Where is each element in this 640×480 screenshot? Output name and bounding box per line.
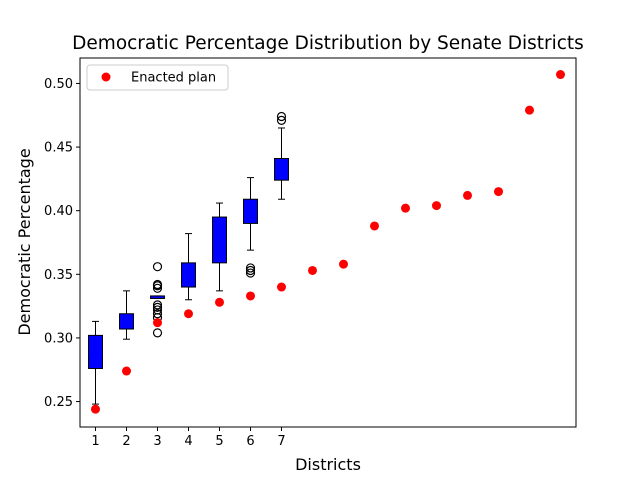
enacted-plan-point: [246, 291, 255, 301]
legend-marker-enacted-plan: [101, 72, 111, 82]
box-body: [181, 262, 196, 288]
x-tick-label: 6: [246, 434, 254, 449]
y-tick-label: 0.35: [44, 268, 73, 283]
box-outlier: [245, 268, 256, 278]
box-body: [243, 198, 258, 224]
box-outlier: [152, 305, 163, 315]
x-tick-label: 1: [91, 434, 99, 449]
chart-title: Democratic Percentage Distribution by Se…: [72, 33, 584, 54]
box-outlier: [276, 115, 287, 125]
axes-frame: [79, 57, 577, 428]
enacted-plan-point: [401, 203, 410, 213]
box-outlier: [245, 265, 256, 276]
box-outlier: [276, 111, 287, 122]
enacted-plan-point: [463, 190, 472, 200]
x-tick-label: 5: [215, 434, 223, 449]
enacted-plan-point: [153, 318, 162, 328]
box-outlier: [152, 309, 163, 319]
legend-label-enacted-plan: Enacted plan: [131, 71, 216, 86]
enacted-plan-point: [184, 309, 193, 319]
y-tick-label: 0.30: [44, 331, 73, 346]
box-body: [274, 158, 289, 181]
enacted-plan-point: [556, 70, 565, 80]
enacted-plan-point: [494, 187, 503, 197]
box-outlier: [152, 300, 163, 310]
box-body: [119, 313, 134, 330]
box-body: [212, 216, 227, 264]
enacted-plan-point: [432, 201, 441, 211]
y-tick-label: 0.50: [44, 77, 73, 92]
y-tick-label: 0.25: [44, 395, 73, 410]
box-outlier: [152, 283, 163, 293]
box-outlier: [152, 328, 163, 338]
enacted-plan-point: [215, 297, 224, 307]
legend: Enacted plan: [86, 64, 229, 91]
enacted-plan-point: [122, 366, 131, 376]
enacted-plan-point: [91, 404, 100, 414]
x-tick-label: 2: [122, 434, 130, 449]
box-outlier: [245, 263, 256, 273]
y-axis-label: Democratic Percentage: [15, 148, 34, 335]
y-tick-label: 0.45: [44, 141, 73, 156]
box-outlier: [152, 279, 163, 290]
enacted-plan-point: [308, 265, 317, 275]
enacted-plan-point: [277, 282, 286, 292]
x-axis-label: Districts: [295, 455, 361, 474]
legend-frame: [86, 64, 229, 91]
enacted-plan-point: [525, 105, 534, 115]
enacted-plan-point: [339, 259, 348, 269]
x-tick-label: 7: [277, 434, 285, 449]
x-tick-label: 4: [184, 434, 192, 449]
enacted-plan-point: [370, 221, 379, 231]
x-tick-label: 3: [153, 434, 161, 449]
y-tick-label: 0.40: [44, 204, 73, 219]
box-body: [88, 334, 103, 369]
box-outlier: [152, 262, 163, 272]
plot-area: 1 2 3 4 5 6 7 0.25 0.30 0.35 0.40 0.45 0.50: [44, 70, 565, 449]
box-outlier: [152, 302, 163, 312]
